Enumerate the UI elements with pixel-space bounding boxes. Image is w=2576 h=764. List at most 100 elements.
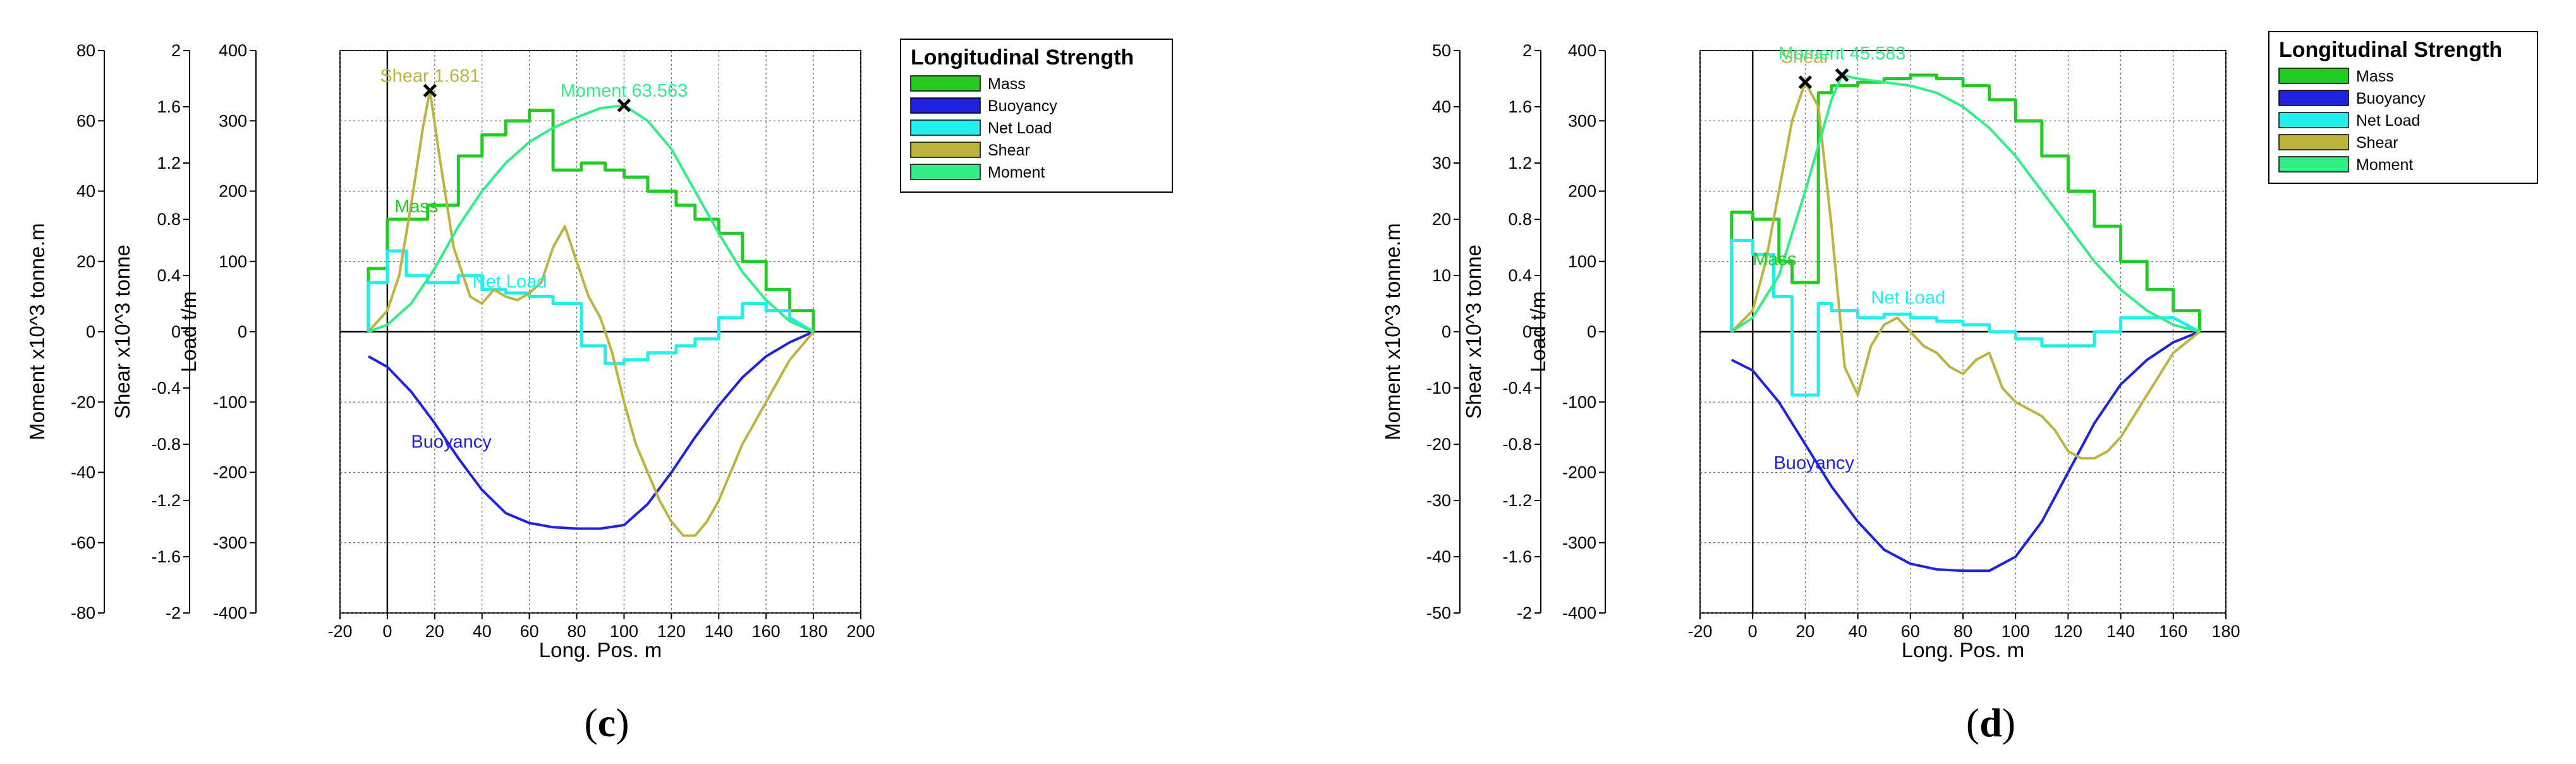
- y-tick-label: 1.6: [157, 97, 181, 116]
- peak-marker: [1835, 68, 1849, 82]
- series-moment-line: [1730, 73, 2200, 333]
- y-tick-label: 40: [1432, 97, 1451, 116]
- panel-label-open: (: [584, 700, 597, 745]
- annotation-mass: Mass: [1753, 249, 1796, 269]
- y-tick-label: -50: [1426, 603, 1451, 622]
- y-tick-label: -400: [1562, 603, 1596, 622]
- panel-label-close: ): [616, 700, 629, 745]
- y-tick-label: 1.2: [157, 154, 181, 173]
- panel-label-open: (: [1966, 700, 1979, 745]
- annotation-moment: Moment 63.563: [561, 81, 688, 101]
- legend-entry-moment: Moment: [988, 164, 1045, 181]
- y-tick-label: 2: [1522, 41, 1532, 60]
- legend: Longitudinal Strength Mass Buoyancy Net Loa…: [2268, 31, 2538, 184]
- y-tick-label: -0.4: [151, 379, 181, 397]
- series-mass-line: [367, 109, 815, 332]
- marker-stroke: [1798, 75, 1813, 89]
- y-axis-load: 400 300 200 100 0 -100 -200 -300 -400 Load t/m: [177, 41, 257, 622]
- y-tick-label: 300: [219, 111, 247, 130]
- x-tick-label: 40: [473, 622, 492, 641]
- series-shear-line: [367, 89, 815, 537]
- y-axis-shear: 2 1.6 1.2 0.8 0.4 0 -0.4 -0.8 -1.2 -1.6 -2 Shear x1…: [111, 41, 190, 622]
- y-tick-label: 30: [1432, 154, 1451, 173]
- legend-swatch-moment: [910, 164, 981, 180]
- y-tick-label: -100: [1562, 392, 1596, 411]
- y-tick-label: 0: [86, 322, 95, 341]
- series-mass-line: [1730, 73, 2201, 332]
- series-group: [367, 89, 815, 537]
- series-moment-line: [368, 104, 814, 333]
- y-tick-label: 0: [1522, 322, 1532, 341]
- y-tick-label: -1.6: [1502, 547, 1532, 566]
- y-tick-label: 200: [1568, 182, 1596, 201]
- legend: Longitudinal Strength Mass Buoyancy Net Loa…: [900, 39, 1173, 193]
- annotation-moment: Moment 45.583: [1778, 44, 1906, 64]
- legend-entry-moment: Moment: [2356, 156, 2413, 174]
- y-tick-label: -0.4: [1502, 379, 1532, 397]
- annotation-net: Net Load: [473, 272, 547, 292]
- y-tick-label: -1.2: [151, 491, 181, 510]
- y-tick-label: -2: [166, 603, 181, 622]
- y-tick-label: 0: [171, 322, 181, 341]
- legend-swatch-net-load: [910, 119, 981, 136]
- x-axis-label: Long. Pos. m: [1902, 638, 2024, 662]
- y-axis-label: Shear x10^3 tonne: [1462, 245, 1485, 419]
- y-axis-label: Moment x10^3 tonne.m: [25, 223, 49, 440]
- peak-marker: [1798, 75, 1813, 89]
- legend-swatch-net-load: [2278, 112, 2349, 128]
- y-axis-label: Load t/m: [1526, 291, 1550, 372]
- y-tick-label: -300: [213, 533, 247, 552]
- x-tick-label: 100: [2002, 622, 2030, 641]
- y-tick-label: -30: [1426, 491, 1451, 510]
- annotation-net: Net Load: [1871, 288, 1945, 308]
- y-tick-label: -20: [71, 392, 95, 411]
- y-axis-shear: 2 1.6 1.2 0.8 0.4 0 -0.4 -0.8 -1.2 -1.6 -2 Shear x1…: [1462, 41, 1541, 622]
- y-tick-label: 0.8: [157, 210, 181, 229]
- peak-marker: [617, 99, 631, 112]
- marker-stroke: [617, 99, 631, 112]
- legend-entry-mass: Mass: [988, 75, 1026, 93]
- x-tick-label: 200: [846, 622, 875, 641]
- x-tick-label: -20: [327, 622, 352, 641]
- y-tick-label: -300: [1562, 533, 1596, 552]
- y-tick-label: -0.8: [1502, 435, 1532, 454]
- annotation-buoyancy: Buoyancy: [1773, 453, 1854, 473]
- legend-entry-mass: Mass: [2356, 68, 2394, 85]
- x-tick-label: 180: [2211, 622, 2240, 641]
- series-shear-line: [1730, 81, 2201, 460]
- x-tick-label: 60: [520, 622, 539, 641]
- y-tick-label: 300: [1568, 111, 1596, 130]
- y-tick-label: 0: [238, 322, 247, 341]
- panel-label: (d): [1966, 700, 2015, 745]
- y-tick-label: 0.4: [1508, 266, 1532, 285]
- y-tick-label: -100: [213, 392, 247, 411]
- annotation-shear: Shear: [1781, 47, 1830, 67]
- panel-label-close: ): [2002, 700, 2015, 745]
- peak-marker: [423, 83, 437, 98]
- y-tick-label: -40: [71, 463, 95, 482]
- y-tick-label: 1.2: [1508, 154, 1532, 173]
- y-tick-label: -20: [1426, 435, 1451, 454]
- y-tick-label: -1.6: [151, 547, 181, 566]
- y-tick-label: 200: [219, 182, 247, 201]
- y-tick-label: -80: [71, 603, 95, 622]
- x-tick-label: 40: [1849, 622, 1868, 641]
- y-axis-moment: 80 60 40 20 0 -20 -40 -60 -80 Moment x10^3 tonne.…: [25, 41, 105, 622]
- panel-label-letter: d: [1979, 700, 2002, 745]
- y-tick-label: -1.2: [1502, 491, 1532, 510]
- x-tick-label: 140: [705, 622, 733, 641]
- y-tick-label: 0: [1442, 322, 1451, 341]
- y-tick-label: 0.4: [157, 266, 181, 285]
- y-tick-label: -400: [213, 603, 247, 622]
- annotation-mass: Mass: [394, 197, 438, 217]
- y-tick-label: -200: [1562, 463, 1596, 482]
- y-tick-label: 80: [76, 41, 95, 60]
- legend-title: Longitudinal Strength: [911, 45, 1134, 70]
- legend-title: Longitudinal Strength: [2279, 38, 2502, 62]
- y-axis-moment: 50 40 30 20 10 0 -10 -20 -30 -40 -50 Moment x10^3 t…: [1381, 41, 1461, 622]
- x-tick-label: 160: [2159, 622, 2187, 641]
- y-tick-label: 100: [219, 252, 247, 271]
- legend-swatch-buoyancy: [910, 97, 981, 114]
- x-tick-label: 160: [752, 622, 781, 641]
- legend-swatch-moment: [2278, 156, 2349, 173]
